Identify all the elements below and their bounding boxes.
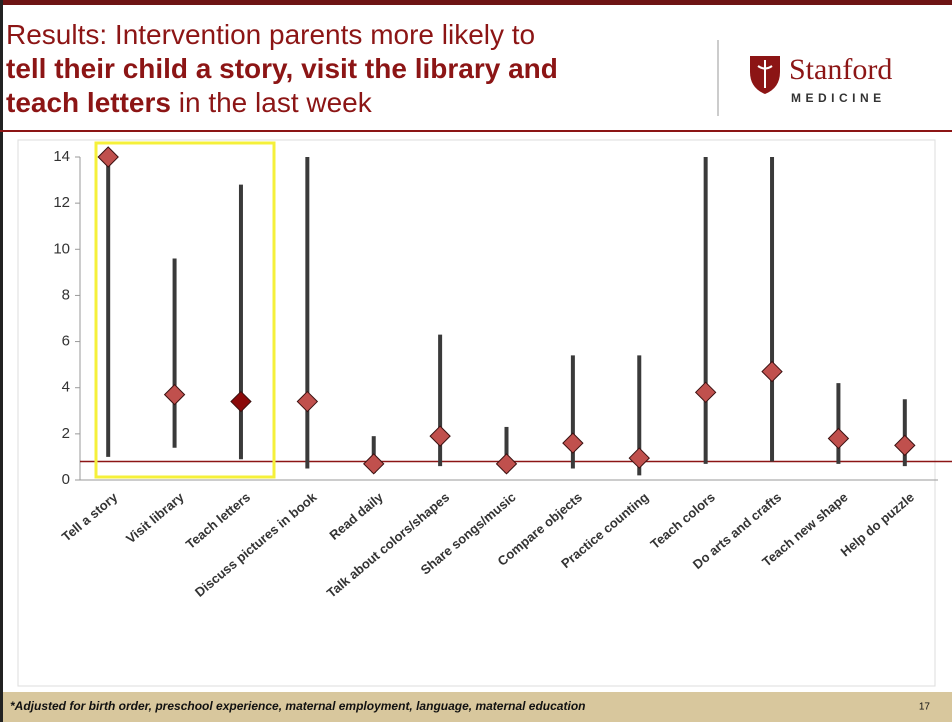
point [827,427,850,450]
point [694,381,717,404]
title-rule [0,130,952,132]
y-tick-label: 0 [62,471,70,488]
point [429,425,451,447]
y-tick-label: 10 [53,240,70,257]
y-tick-label: 14 [53,148,70,165]
point [495,453,518,475]
point [562,432,584,454]
point [163,383,186,406]
point [97,146,119,168]
point [363,453,385,475]
point [761,360,783,383]
title-segment: in the last week [171,87,373,118]
title-segment: tell their child a story, visit the libr… [6,53,558,84]
left-border [0,0,3,722]
title: Results: Intervention parents more likel… [6,19,558,118]
point [628,447,650,469]
logo-name: Stanford [789,53,892,86]
title-segment: teach letters [6,87,171,118]
page-number: 17 [919,702,931,713]
footnote: *Adjusted for birth order, preschool exp… [10,699,585,713]
y-tick-label: 2 [62,425,70,442]
point [230,390,252,413]
y-tick-label: 8 [62,286,70,303]
title-line: teach letters in the last week [6,87,373,118]
title-line: tell their child a story, visit the libr… [6,53,558,84]
point [296,390,319,413]
y-tick-label: 4 [62,379,70,396]
title-line: Results: Intervention parents more likel… [6,19,535,50]
chart-frame [17,139,936,687]
point [894,434,916,457]
highlight-box [94,141,276,479]
logo-sub: MEDICINE [791,91,886,105]
y-tick-label: 6 [62,333,70,350]
footer-band [3,692,952,722]
title-segment: Results: Intervention parents more likel… [6,19,535,50]
y-tick-label: 12 [53,194,70,211]
top-border [0,0,952,5]
logo-emblem [757,60,773,88]
logo: Stanford MEDICINE [750,53,892,105]
